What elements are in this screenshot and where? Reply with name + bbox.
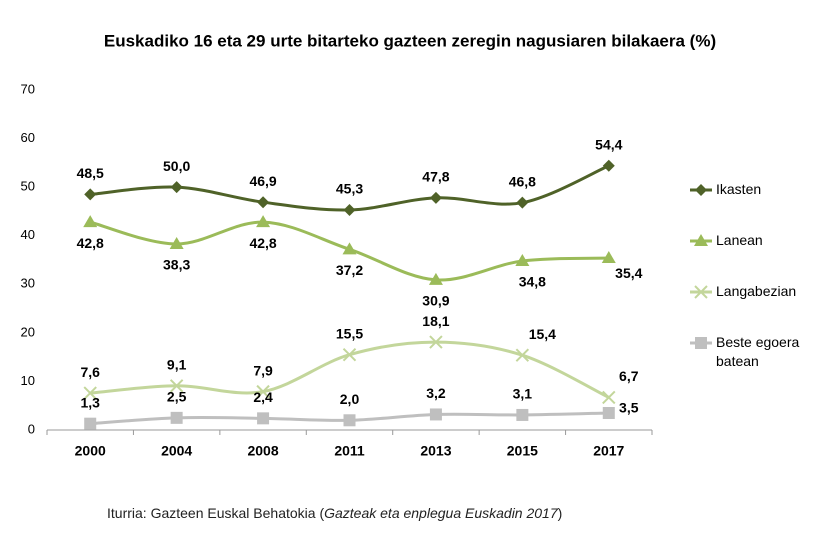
legend-label: Ikasten (716, 181, 762, 197)
marker (515, 348, 530, 362)
data-label: 30,9 (422, 293, 449, 309)
data-label: 3,5 (619, 400, 639, 416)
marker (84, 188, 97, 201)
data-label: 15,4 (529, 326, 556, 342)
data-label: 54,4 (595, 136, 622, 152)
marker (343, 414, 356, 427)
x-tick-label: 2017 (593, 443, 624, 459)
marker (601, 251, 616, 264)
marker (602, 407, 615, 419)
marker (429, 408, 442, 421)
data-label: 1,3 (80, 394, 100, 410)
data-label: 45,3 (336, 181, 363, 197)
data-label: 38,3 (163, 257, 190, 273)
x-tick-label: 2013 (420, 443, 451, 459)
marker (602, 390, 616, 405)
marker (516, 408, 529, 421)
marker (84, 417, 97, 430)
y-tick-label: 50 (21, 179, 35, 194)
data-label: 35,4 (615, 265, 642, 281)
legend-label: Beste egoera batean (716, 334, 800, 369)
data-label: 9,1 (167, 357, 187, 373)
source-publication: Gazteak eta enplegua Euskadin 2017 (324, 505, 558, 521)
marker (257, 412, 270, 425)
data-label: 7,6 (80, 364, 100, 380)
data-label: 18,1 (422, 313, 449, 329)
legend-swatch (690, 234, 712, 246)
y-tick-label: 60 (21, 130, 35, 145)
legend-item: Lanean (690, 231, 815, 250)
marker (342, 242, 357, 255)
data-label: 15,5 (336, 325, 363, 341)
marker (169, 379, 184, 393)
source: Iturria: Gazteen Euskal Behatokia (Gazte… (107, 505, 562, 521)
marker (83, 386, 97, 400)
marker (256, 384, 270, 399)
data-label: 3,2 (426, 385, 446, 401)
marker (515, 253, 530, 266)
marker (343, 203, 356, 216)
source-text: Iturria: Gazteen Euskal Behatokia ( (107, 505, 325, 521)
marker (694, 234, 708, 246)
data-label: 34,8 (519, 274, 546, 290)
legend: Ikasten Lanean Langabezian Beste egoera bat… (690, 180, 815, 403)
y-tick-label: 20 (21, 324, 35, 339)
marker (602, 159, 615, 172)
marker (257, 196, 270, 209)
marker (83, 215, 98, 228)
x-tick-label: 2008 (247, 443, 278, 459)
data-label: 37,2 (336, 262, 363, 278)
data-label: 3,1 (513, 386, 533, 402)
marker (342, 348, 357, 362)
data-label: 50,0 (163, 158, 190, 174)
marker (170, 411, 183, 424)
data-label: 42,8 (77, 235, 104, 251)
y-tick-label: 0 (28, 421, 35, 436)
data-label: 2,4 (253, 389, 273, 405)
y-tick-label: 30 (21, 276, 35, 291)
data-label: 7,9 (253, 362, 273, 378)
legend-swatch (690, 337, 712, 349)
x-tick-label: 2000 (75, 443, 106, 459)
marker (170, 181, 183, 194)
marker (256, 215, 271, 228)
data-label: 2,5 (167, 389, 187, 405)
legend-label: Lanean (716, 232, 763, 248)
marker (169, 236, 184, 249)
marker (516, 196, 529, 209)
y-tick-label: 40 (21, 227, 35, 242)
marker (428, 272, 443, 285)
marker (694, 285, 708, 299)
data-label: 47,8 (422, 169, 449, 185)
y-tick-label: 70 (21, 81, 35, 96)
data-label: 42,8 (249, 235, 276, 251)
data-label: 6,7 (619, 368, 639, 384)
legend-swatch (690, 184, 712, 196)
x-tick-label: 2015 (507, 443, 538, 459)
x-tick-label: 2011 (334, 443, 365, 459)
marker (695, 337, 707, 349)
y-tick-label: 10 (21, 373, 35, 388)
legend-label: Langabezian (716, 283, 797, 299)
data-label: 2,0 (340, 391, 360, 407)
data-label: 46,9 (249, 173, 276, 189)
legend-swatch (690, 285, 712, 299)
x-tick-label: 2004 (161, 443, 192, 459)
marker (429, 335, 443, 349)
marker (429, 191, 442, 204)
data-label: 48,5 (77, 165, 104, 181)
marker (695, 184, 707, 196)
chart-title: Euskadiko 16 eta 29 urte bitarteko gazte… (104, 31, 716, 50)
source-close: ) (557, 505, 563, 521)
data-label: 46,8 (509, 173, 536, 189)
legend-item: Langabezian (690, 282, 815, 301)
legend-item: Beste egoera batean (690, 333, 815, 371)
legend-item: Ikasten (690, 180, 815, 199)
